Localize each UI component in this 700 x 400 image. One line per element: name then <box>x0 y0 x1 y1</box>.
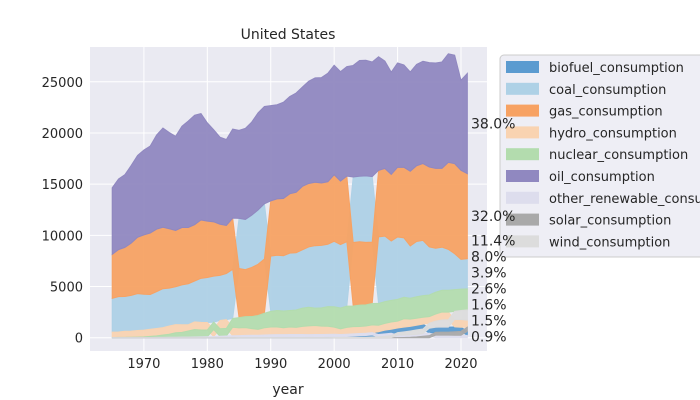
legend-swatch-gas-consumption <box>506 104 539 117</box>
percentage-label: 8.0% <box>471 250 507 266</box>
legend-box <box>499 54 700 258</box>
x-tick-label: 2000 <box>318 357 351 372</box>
y-tick-label: 15000 <box>42 178 83 193</box>
percentage-label: 1.5% <box>471 314 507 330</box>
y-tick-label: 10000 <box>42 229 83 244</box>
legend-swatch-other-renewable-consumption <box>506 191 539 204</box>
legend-swatch-wind-consumption <box>506 235 539 248</box>
percentage-label: 32.0% <box>471 209 515 225</box>
legend-label: nuclear_consumption <box>549 148 688 163</box>
y-tick-label: 5000 <box>50 281 83 296</box>
percentage-label: 0.9% <box>471 330 507 346</box>
legend-swatch-coal-consumption <box>506 82 539 95</box>
x-axis-label: year <box>272 382 303 398</box>
legend-swatch-nuclear-consumption <box>506 148 539 161</box>
legend-label: gas_consumption <box>549 105 663 120</box>
area-oil-consumption <box>111 53 468 256</box>
legend-swatch-oil-consumption <box>506 170 539 182</box>
percentage-label: 3.9% <box>471 266 507 282</box>
percentage-label: 38.0% <box>471 117 515 133</box>
legend-swatch-hydro-consumption <box>506 126 539 139</box>
legend-swatch-biofuel-consumption <box>506 61 539 73</box>
x-tick-label: 1980 <box>191 357 224 372</box>
percentage-label: 1.6% <box>471 298 507 314</box>
legend: biofuel_consumption coal_consumption gas_c… <box>499 54 700 258</box>
legend-label: coal_consumption <box>549 83 666 98</box>
chart-title: United States <box>241 27 336 43</box>
y-tick-label: 20000 <box>42 127 83 142</box>
percentage-label: 2.6% <box>471 282 507 298</box>
legend-label: solar_consumption <box>549 214 671 229</box>
x-tick-label: 2010 <box>381 357 414 372</box>
percentage-label: 11.4% <box>471 234 515 250</box>
x-tick-label: 1990 <box>254 357 287 372</box>
y-tick-label: 0 <box>75 332 83 347</box>
legend-label: wind_consumption <box>549 235 670 250</box>
legend-label: oil_consumption <box>549 170 655 185</box>
x-tick-label: 2020 <box>444 357 477 372</box>
area-wind-consumption <box>112 309 468 339</box>
y-tick-label: 25000 <box>42 76 83 91</box>
x-tick-label: 1970 <box>127 357 160 372</box>
legend-swatch-solar-consumption <box>506 213 539 226</box>
legend-label: biofuel_consumption <box>549 61 684 76</box>
legend-label: other_renewable_consumption <box>549 192 700 207</box>
legend-label: hydro_consumption <box>549 126 677 141</box>
